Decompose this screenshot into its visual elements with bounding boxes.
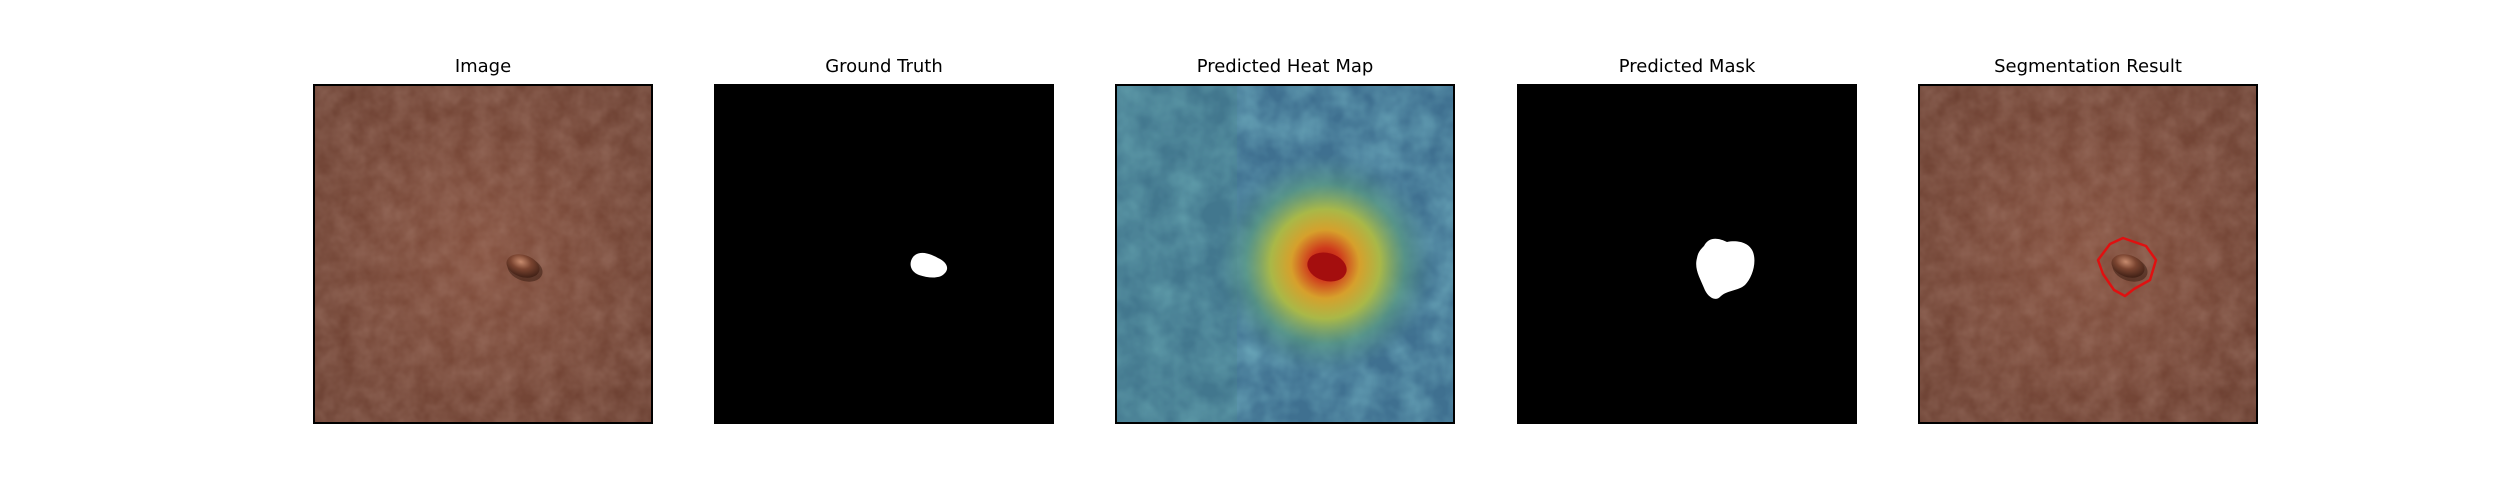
panel-title-ground-truth: Ground Truth — [825, 56, 943, 77]
ground-truth-region — [910, 252, 948, 278]
ground-truth-frame — [714, 84, 1054, 424]
defect-spot — [2111, 254, 2148, 282]
image-frame — [313, 84, 653, 424]
panel-title-heatmap: Predicted Heat Map — [1196, 56, 1374, 77]
segmentation-image — [1920, 86, 2256, 422]
panel-ground-truth: Ground Truth — [714, 56, 1054, 432]
defect-spot — [506, 254, 543, 282]
ground-truth-mask — [716, 86, 1052, 422]
segmentation-result-frame — [1918, 84, 2258, 424]
leather-image — [315, 86, 651, 422]
panel-title-predicted-mask: Predicted Mask — [1618, 56, 1756, 77]
panel-image: Image — [313, 56, 653, 432]
heatmap-hotspot — [1307, 252, 1347, 282]
heatmap-frame — [1115, 84, 1455, 424]
segmentation-contour — [2096, 236, 2158, 298]
predicted-mask — [1519, 86, 1855, 422]
panel-heatmap: Predicted Heat Map — [1115, 56, 1455, 432]
predicted-mask-frame — [1517, 84, 1857, 424]
panel-title-segmentation-result: Segmentation Result — [1994, 56, 2182, 77]
panel-title-image: Image — [454, 56, 512, 77]
panel-predicted-mask: Predicted Mask — [1517, 56, 1857, 432]
heatmap-image — [1117, 86, 1453, 422]
predicted-mask-region — [1696, 238, 1755, 299]
panel-segmentation-result: Segmentation Result — [1918, 56, 2258, 432]
